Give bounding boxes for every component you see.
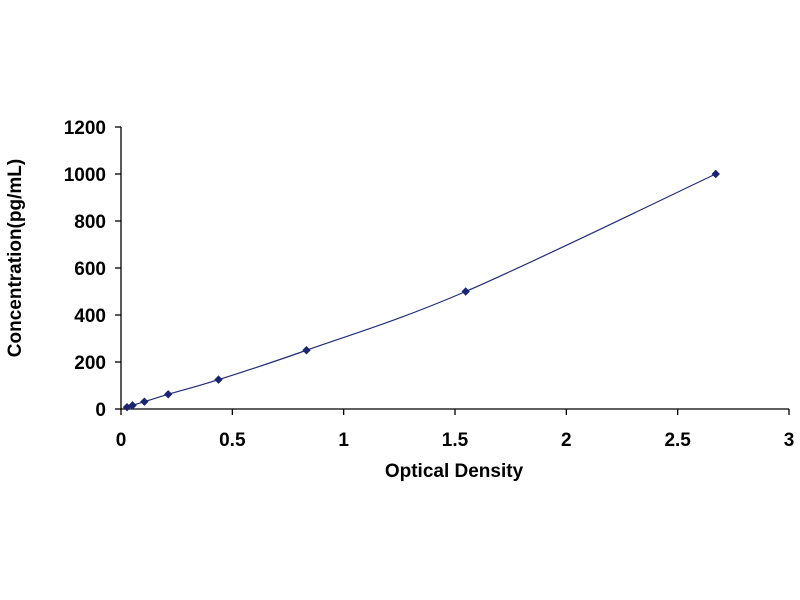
plot-area xyxy=(122,169,720,412)
y-tick-label: 400 xyxy=(74,306,106,327)
y-axis: 0 200 400 600 800 1000 1200 xyxy=(64,118,122,421)
y-axis-title: Concentration(pg/mL) xyxy=(5,159,26,357)
x-tick-label: 2.5 xyxy=(664,430,691,451)
x-tick-label: 1 xyxy=(338,430,349,451)
y-tick-label: 0 xyxy=(95,400,106,421)
x-axis: 0 0.5 1 1.5 2 2.5 3 xyxy=(116,408,795,451)
y-tick-label: 1200 xyxy=(64,118,106,139)
standard-curve-line xyxy=(126,173,716,408)
y-tick-label: 200 xyxy=(74,353,106,374)
data-point xyxy=(302,346,311,355)
y-tick-label: 1000 xyxy=(64,165,106,186)
y-tick-label: 600 xyxy=(74,259,106,280)
data-point xyxy=(711,169,720,179)
y-tick-label: 800 xyxy=(74,212,106,233)
x-tick-label: 0 xyxy=(116,430,127,451)
x-tick-label: 3 xyxy=(784,430,795,451)
x-tick-label: 2 xyxy=(561,430,572,451)
x-tick-label: 1.5 xyxy=(442,430,469,451)
data-point xyxy=(140,397,149,406)
data-point xyxy=(214,375,223,384)
data-point xyxy=(128,401,137,410)
x-axis-title: Optical Density xyxy=(385,461,524,482)
data-point xyxy=(164,390,173,399)
x-tick-label: 0.5 xyxy=(219,430,246,451)
data-point xyxy=(461,287,470,296)
